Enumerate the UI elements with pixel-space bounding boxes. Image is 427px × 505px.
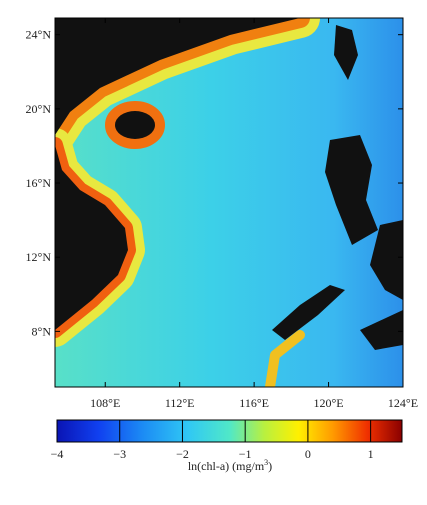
y-tick-label: 12°N (26, 250, 52, 264)
colorbar-tick-label: −3 (113, 447, 126, 461)
colorbar-label-text: ln(chl-a) (mg/m (188, 459, 265, 473)
colorbar-tick-label: −2 (176, 447, 189, 461)
colorbar (56, 419, 403, 443)
x-tick-label: 112°E (165, 396, 195, 410)
y-tick-label: 16°N (26, 176, 52, 190)
colorbar-tick-label: −1 (239, 447, 252, 461)
x-tick-label: 120°E (313, 396, 343, 410)
x-tick-label: 116°E (239, 396, 269, 410)
colorbar-tick-label: 0 (305, 447, 311, 461)
colorbar-tick-label: −4 (51, 447, 64, 461)
y-tick-label: 20°N (26, 102, 52, 116)
map-frame (54, 17, 404, 388)
x-tick-label: 124°E (388, 396, 418, 410)
y-tick-label: 8°N (32, 324, 52, 338)
colorbar-tick-label: 1 (368, 447, 374, 461)
colorbar-label: ln(chl-a) (mg/m3) (188, 458, 272, 473)
colorbar-label-sup: 3 (264, 458, 268, 467)
x-tick-label: 108°E (90, 396, 120, 410)
y-tick-label: 24°N (26, 28, 52, 42)
colorbar-label-close: ) (268, 459, 272, 473)
map-image (55, 18, 403, 387)
